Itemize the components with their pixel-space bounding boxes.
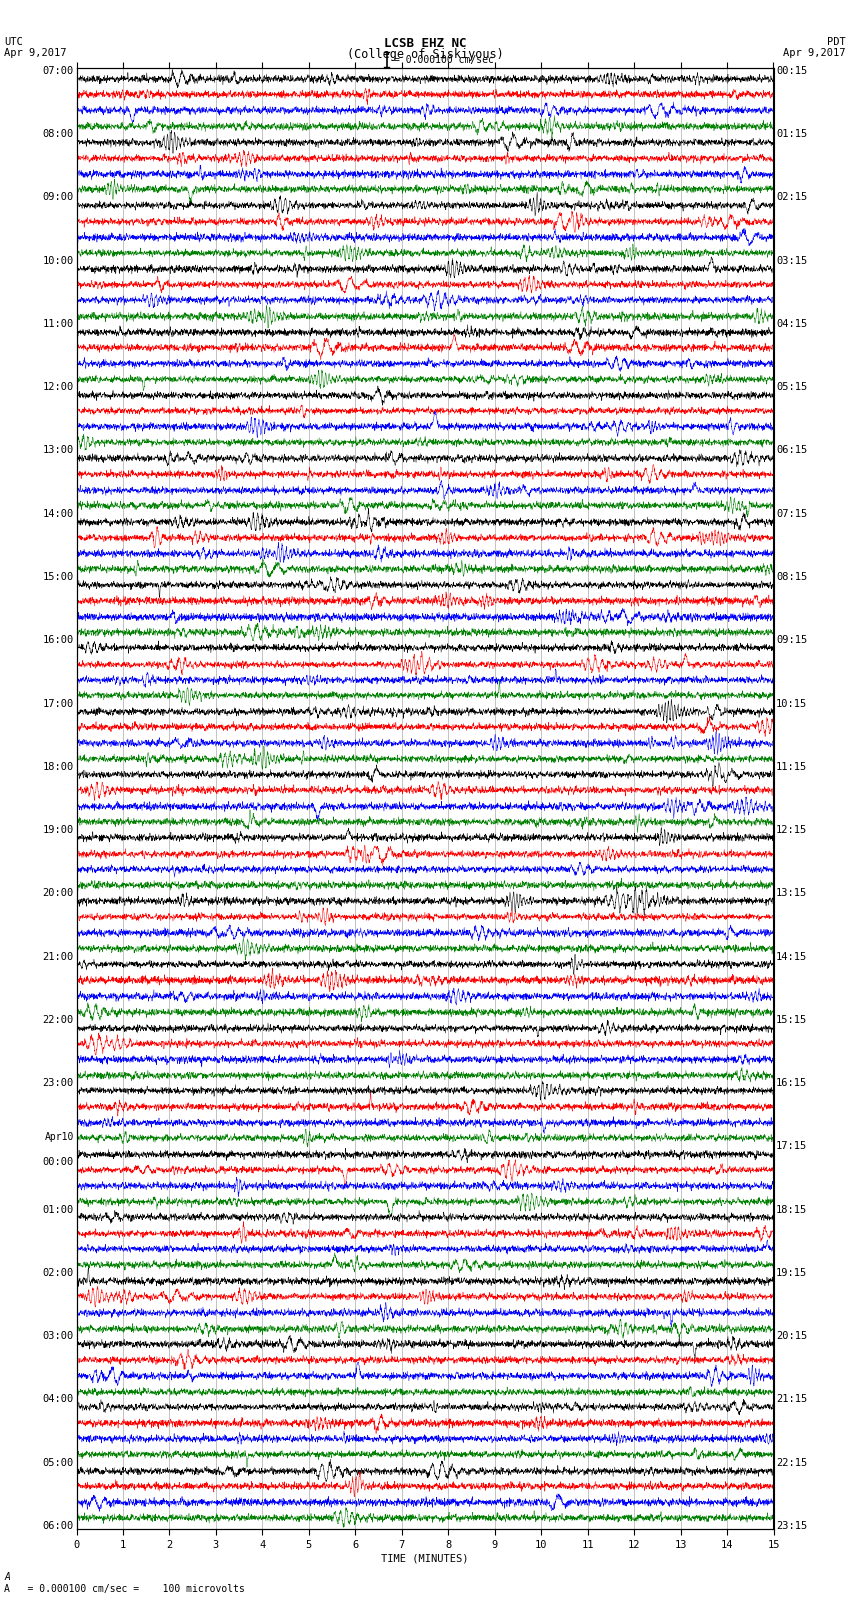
Text: 12:00: 12:00 [42, 382, 74, 392]
Text: 09:00: 09:00 [42, 192, 74, 203]
Text: 00:00: 00:00 [42, 1157, 74, 1168]
Text: 05:00: 05:00 [42, 1458, 74, 1468]
Text: LCSB EHZ NC: LCSB EHZ NC [383, 37, 467, 50]
Text: 04:00: 04:00 [42, 1394, 74, 1405]
Text: 06:15: 06:15 [776, 445, 808, 455]
Text: Apr 9,2017: Apr 9,2017 [4, 48, 67, 58]
Text: 07:15: 07:15 [776, 508, 808, 519]
Text: 21:15: 21:15 [776, 1394, 808, 1405]
Text: Apr10: Apr10 [44, 1132, 74, 1142]
Text: 22:00: 22:00 [42, 1015, 74, 1024]
Text: 20:15: 20:15 [776, 1331, 808, 1340]
Text: 19:00: 19:00 [42, 826, 74, 836]
Text: 18:00: 18:00 [42, 761, 74, 771]
Text: 23:15: 23:15 [776, 1521, 808, 1531]
Text: 12:15: 12:15 [776, 826, 808, 836]
Text: 14:00: 14:00 [42, 508, 74, 519]
Text: 06:00: 06:00 [42, 1521, 74, 1531]
Text: 00:15: 00:15 [776, 66, 808, 76]
Text: 17:00: 17:00 [42, 698, 74, 708]
Text: 22:15: 22:15 [776, 1458, 808, 1468]
Text: 19:15: 19:15 [776, 1268, 808, 1277]
Text: = 0.000100 cm/sec: = 0.000100 cm/sec [394, 55, 493, 65]
Text: 10:00: 10:00 [42, 256, 74, 266]
Text: UTC: UTC [4, 37, 23, 47]
Text: 08:00: 08:00 [42, 129, 74, 139]
Text: 01:15: 01:15 [776, 129, 808, 139]
Text: 13:00: 13:00 [42, 445, 74, 455]
Text: 07:00: 07:00 [42, 66, 74, 76]
Text: 08:15: 08:15 [776, 573, 808, 582]
Text: 15:15: 15:15 [776, 1015, 808, 1024]
Text: PDT: PDT [827, 37, 846, 47]
Text: 02:00: 02:00 [42, 1268, 74, 1277]
Text: 01:00: 01:00 [42, 1205, 74, 1215]
Text: 21:00: 21:00 [42, 952, 74, 961]
Text: 09:15: 09:15 [776, 636, 808, 645]
Text: 11:00: 11:00 [42, 319, 74, 329]
Text: (College of Siskiyous): (College of Siskiyous) [347, 48, 503, 61]
Text: 15:00: 15:00 [42, 573, 74, 582]
Text: 05:15: 05:15 [776, 382, 808, 392]
Text: 14:15: 14:15 [776, 952, 808, 961]
Text: 03:15: 03:15 [776, 256, 808, 266]
Text: 16:00: 16:00 [42, 636, 74, 645]
Text: 04:15: 04:15 [776, 319, 808, 329]
Text: 03:00: 03:00 [42, 1331, 74, 1340]
Text: 13:15: 13:15 [776, 889, 808, 898]
Text: 10:15: 10:15 [776, 698, 808, 708]
Text: A   = 0.000100 cm/sec =    100 microvolts: A = 0.000100 cm/sec = 100 microvolts [4, 1584, 245, 1594]
Text: 20:00: 20:00 [42, 889, 74, 898]
Text: 23:00: 23:00 [42, 1077, 74, 1089]
Text: 02:15: 02:15 [776, 192, 808, 203]
Text: A: A [4, 1573, 10, 1582]
X-axis label: TIME (MINUTES): TIME (MINUTES) [382, 1553, 468, 1563]
Text: Apr 9,2017: Apr 9,2017 [783, 48, 846, 58]
Text: 17:15: 17:15 [776, 1142, 808, 1152]
Text: 11:15: 11:15 [776, 761, 808, 771]
Text: 16:15: 16:15 [776, 1077, 808, 1089]
Text: 18:15: 18:15 [776, 1205, 808, 1215]
